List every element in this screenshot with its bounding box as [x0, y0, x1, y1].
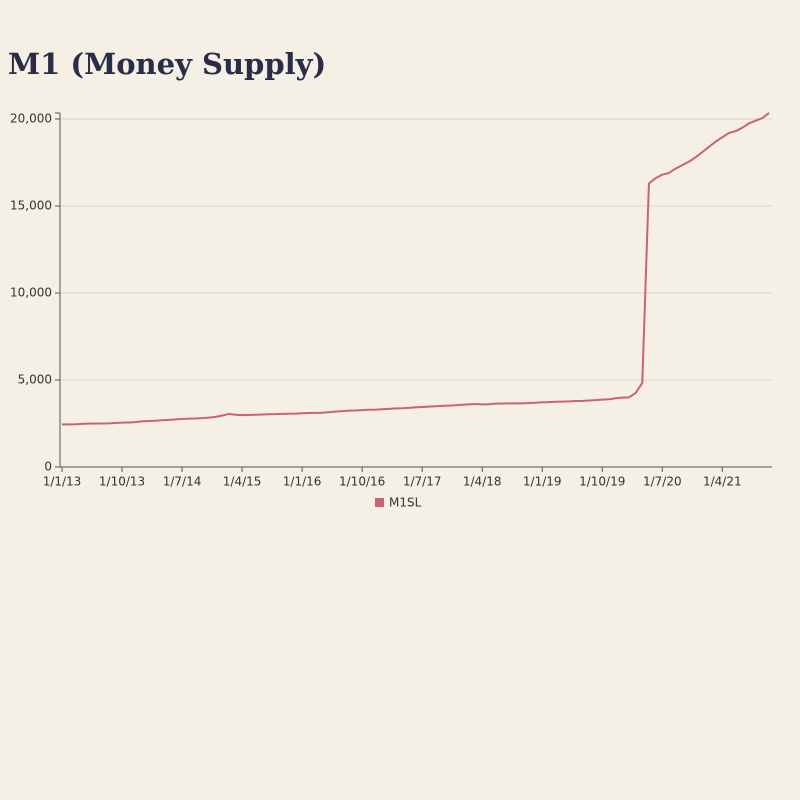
x-tick-label: 1/7/17	[403, 475, 442, 489]
data-line	[62, 112, 770, 426]
x-tick-label: 1/4/15	[223, 475, 262, 489]
y-tick-label: 15,000	[10, 199, 52, 213]
legend-label: M1SL	[389, 496, 422, 510]
x-tick-label: 1/1/13	[43, 475, 82, 489]
y-tick-label: 0	[44, 460, 52, 474]
y-tick-label: 20,000	[10, 112, 52, 126]
y-tick-label: 10,000	[10, 286, 52, 300]
x-tick-label: 1/4/18	[463, 475, 502, 489]
x-tick-label: 1/1/16	[283, 475, 322, 489]
x-tick-label: 1/10/13	[99, 475, 145, 489]
x-tick-label: 1/1/19	[523, 475, 562, 489]
x-tick-label: 1/10/16	[339, 475, 385, 489]
y-tick-label: 5,000	[18, 373, 52, 387]
x-tick-label: 1/7/20	[643, 475, 682, 489]
legend-swatch	[375, 498, 384, 507]
x-tick-label: 1/7/14	[163, 475, 202, 489]
x-tick-label: 1/4/21	[703, 475, 742, 489]
chart-title: M1 (Money Supply)	[8, 47, 326, 81]
x-tick-label: 1/10/19	[579, 475, 625, 489]
